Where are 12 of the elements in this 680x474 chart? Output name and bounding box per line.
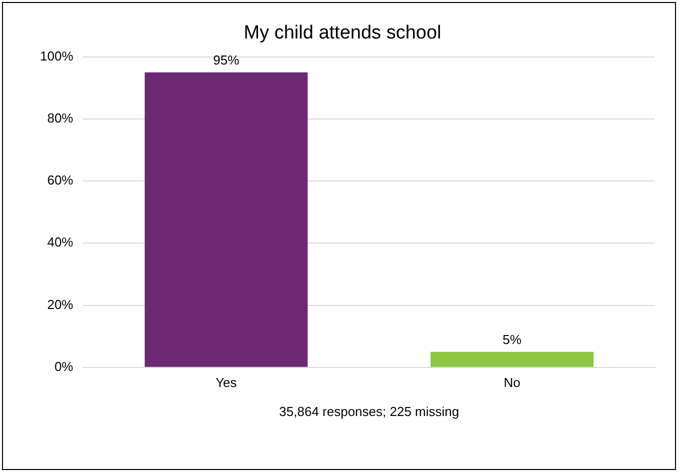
chart-title: My child attends school [244, 22, 442, 44]
data-label: 95% [213, 52, 240, 68]
x-tick-label: Yes [216, 374, 238, 390]
y-tick-label: 80% [47, 110, 74, 126]
data-label: 5% [502, 332, 522, 347]
x-tick-label: No [504, 374, 520, 390]
y-tick-label: 40% [47, 234, 74, 250]
y-tick-label: 100% [40, 48, 74, 64]
y-tick-label: 20% [47, 296, 74, 312]
y-tick-label: 0% [54, 358, 74, 374]
text: 35,864 responses; 225 missing [279, 404, 460, 419]
y-tick-label: 60% [47, 172, 74, 188]
